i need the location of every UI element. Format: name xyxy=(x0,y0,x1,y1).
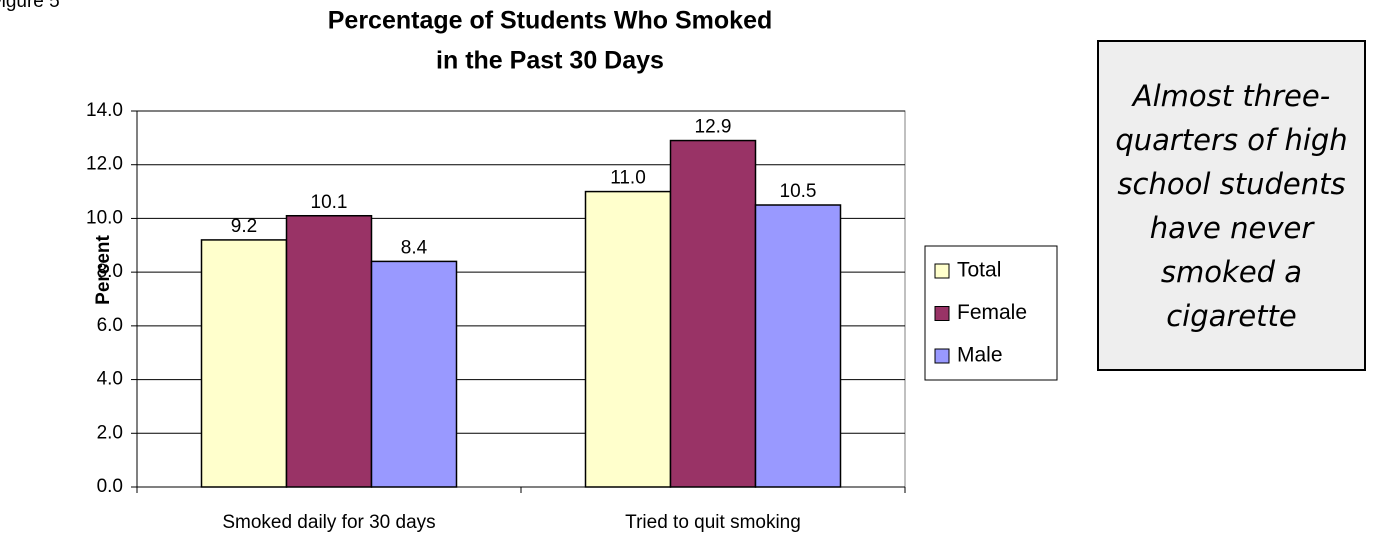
y-tick-label: 4.0 xyxy=(97,369,123,390)
annotation: Almost three-quarters of high school stu… xyxy=(1097,40,1366,371)
y-tick-label: 6.0 xyxy=(97,315,123,336)
value-label: 8.4 xyxy=(401,237,428,258)
bar xyxy=(584,190,672,488)
y-tick-label: 10.0 xyxy=(86,207,123,228)
legend-label: Male xyxy=(957,344,1003,367)
x-tick-label: Smoked daily for 30 days xyxy=(222,512,435,533)
legend-swatch xyxy=(934,263,950,279)
chart-title: in the Past 30 Days xyxy=(436,47,664,75)
y-tick-label: 0.0 xyxy=(97,476,123,497)
value-label: 9.2 xyxy=(231,216,257,237)
value-label: 11.0 xyxy=(610,168,646,189)
legend-swatch xyxy=(934,306,950,321)
x-tick-label: Tried to quit smoking xyxy=(625,512,801,533)
legend-label: Total xyxy=(957,259,1001,282)
bar xyxy=(669,139,757,488)
figure-label: Figure 5 xyxy=(0,0,60,12)
bar xyxy=(200,239,288,488)
chart-title: Percentage of Students Who Smoked xyxy=(328,7,773,35)
bar xyxy=(754,204,842,488)
y-axis-label: Percent xyxy=(93,234,114,304)
y-tick-label: 8.0 xyxy=(97,261,123,282)
legend-swatch xyxy=(934,348,950,364)
legend-label: Female xyxy=(957,301,1027,324)
value-label: 12.9 xyxy=(695,117,732,138)
bar xyxy=(285,214,373,488)
value-label: 10.5 xyxy=(780,181,817,202)
y-tick-label: 2.0 xyxy=(97,422,123,443)
y-tick-label: 12.0 xyxy=(86,154,123,175)
value-label: 10.1 xyxy=(311,192,348,213)
bar xyxy=(370,260,458,488)
y-tick-label: 14.0 xyxy=(86,100,123,121)
